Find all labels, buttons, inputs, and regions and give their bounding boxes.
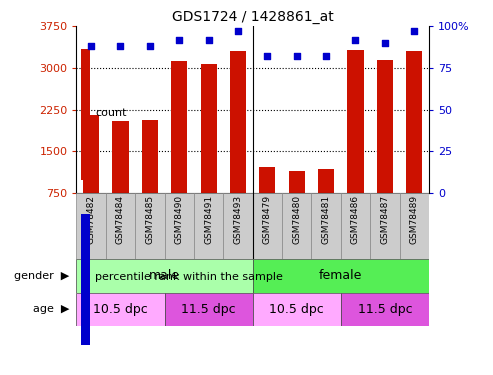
Text: GSM78489: GSM78489 (410, 195, 419, 244)
Point (263, 53, 271, 59)
Point (352, 37, 359, 43)
Title: GDS1724 / 1428861_at: GDS1724 / 1428861_at (172, 10, 334, 24)
Point (322, 53, 330, 59)
Point (410, 28, 418, 34)
Bar (259, 167, 276, 193)
Text: GSM78493: GSM78493 (234, 195, 243, 244)
Bar (288, 171, 305, 193)
Bar (399, 193, 429, 259)
Bar (406, 51, 423, 193)
Bar (106, 193, 135, 259)
Bar (135, 193, 165, 259)
Bar (223, 193, 253, 259)
Text: count: count (95, 108, 127, 117)
Bar (377, 60, 393, 193)
Bar (165, 193, 194, 259)
Bar (252, 193, 282, 259)
Text: GSM78490: GSM78490 (175, 195, 184, 244)
Text: 10.5 dpc: 10.5 dpc (269, 303, 324, 316)
Text: 10.5 dpc: 10.5 dpc (93, 303, 148, 316)
Text: GSM78481: GSM78481 (321, 195, 331, 244)
Text: GSM78486: GSM78486 (351, 195, 360, 244)
Text: percentile rank within the sample: percentile rank within the sample (95, 273, 283, 282)
Bar (252, 259, 429, 292)
Text: gender  ▶: gender ▶ (14, 271, 70, 280)
Point (87, 43, 95, 49)
Point (116, 43, 124, 49)
Bar (230, 51, 246, 193)
Text: GSM78485: GSM78485 (145, 195, 154, 244)
Point (381, 40, 389, 46)
Text: age  ▶: age ▶ (33, 304, 70, 314)
Text: female: female (319, 269, 362, 282)
Bar (76, 292, 165, 326)
Point (176, 37, 183, 43)
Text: GSM78480: GSM78480 (292, 195, 301, 244)
Text: 11.5 dpc: 11.5 dpc (181, 303, 236, 316)
Point (205, 37, 212, 43)
Bar (76, 193, 106, 259)
Text: GSM78479: GSM78479 (263, 195, 272, 244)
Text: GSM78482: GSM78482 (87, 195, 96, 244)
Bar (171, 61, 187, 193)
Text: male: male (149, 269, 180, 282)
Bar (81, 49, 90, 180)
Bar (341, 292, 429, 326)
Bar (282, 193, 312, 259)
Bar (252, 292, 341, 326)
Bar (370, 193, 399, 259)
Bar (312, 193, 341, 259)
Bar (201, 63, 217, 193)
Point (293, 53, 301, 59)
Text: GSM78484: GSM78484 (116, 195, 125, 244)
Bar (112, 121, 129, 193)
Bar (194, 193, 223, 259)
Bar (142, 120, 158, 193)
Bar (318, 169, 334, 193)
Point (234, 28, 242, 34)
Point (146, 43, 154, 49)
Bar (341, 193, 370, 259)
Bar (76, 259, 253, 292)
Bar (165, 292, 252, 326)
Text: GSM78487: GSM78487 (380, 195, 389, 244)
Text: 11.5 dpc: 11.5 dpc (357, 303, 412, 316)
Bar (83, 115, 99, 193)
Text: GSM78491: GSM78491 (204, 195, 213, 244)
Bar (81, 214, 90, 345)
Bar (348, 50, 363, 193)
